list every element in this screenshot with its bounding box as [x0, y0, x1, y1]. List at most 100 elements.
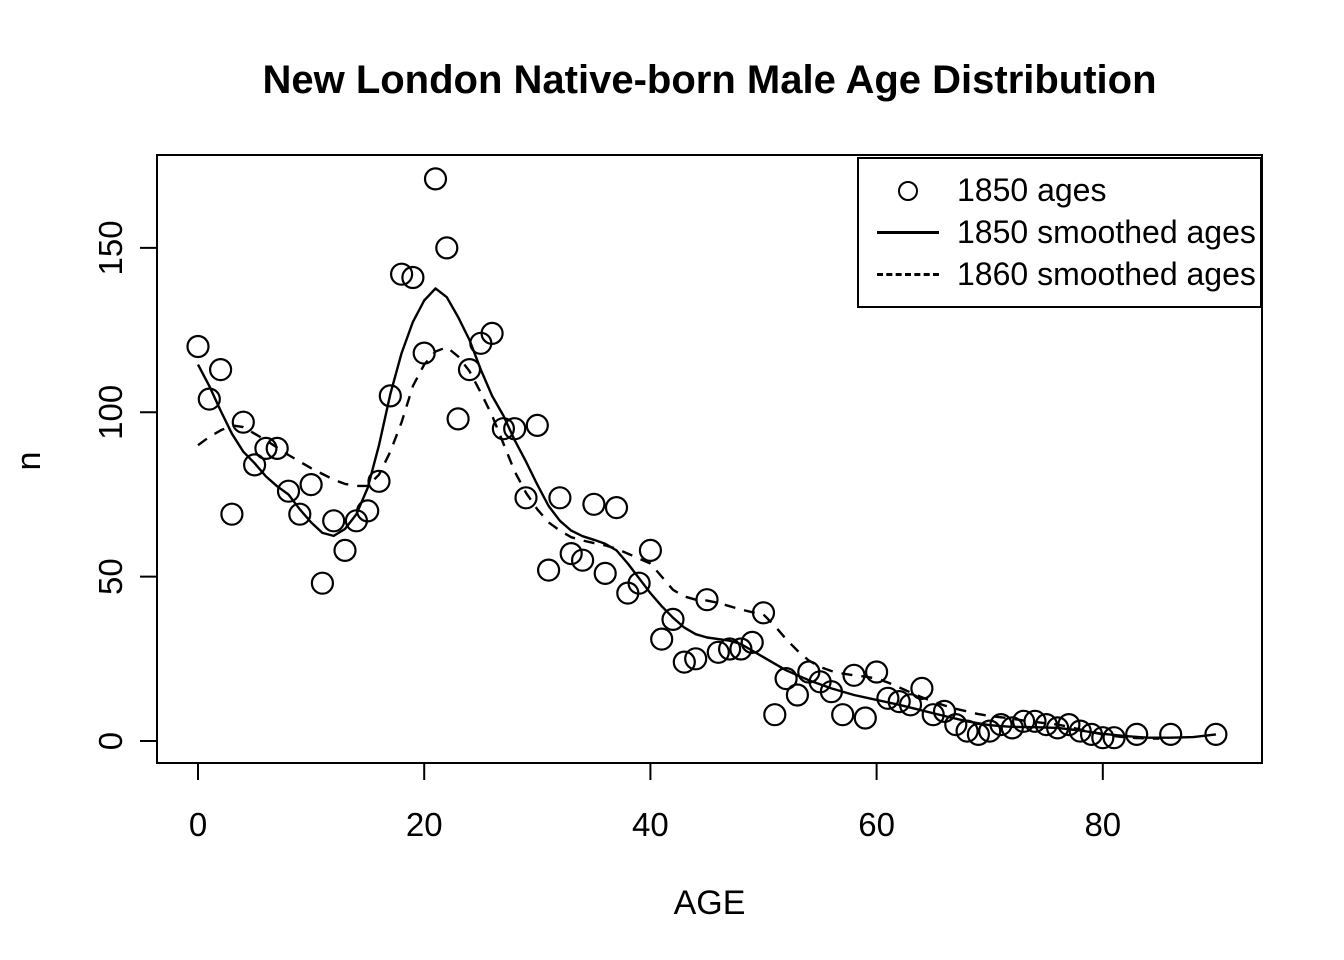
scatter-point [491, 417, 515, 441]
scatter-point [819, 680, 844, 704]
scatter-point [288, 502, 312, 526]
legend-label: 1850 smoothed ages [957, 214, 1256, 250]
scatter-point [842, 663, 866, 687]
legend-label: 1850 ages [957, 172, 1107, 208]
y-axis-label: n [10, 451, 48, 471]
scatter-point [706, 640, 730, 664]
scatter-point [966, 722, 991, 747]
y-tick-label: 50 [92, 558, 129, 595]
chart-title: New London Native-born Male Age Distribu… [262, 58, 1157, 102]
y-tick-label: 150 [92, 220, 129, 275]
scatter-point [435, 236, 459, 260]
scatter-point [932, 699, 957, 724]
scatter-point [1034, 712, 1058, 737]
scatter-point [310, 571, 334, 595]
scatter-point [378, 384, 402, 408]
scatter-point [864, 660, 889, 684]
y-tick-label: 100 [92, 385, 129, 440]
legend-marker-dashed-line-icon [859, 273, 957, 276]
x-tick-label: 80 [1084, 806, 1121, 843]
scatter-point [1204, 722, 1228, 747]
x-tick-label: 20 [406, 806, 443, 843]
scatter-point [1091, 726, 1115, 750]
scatter-point [717, 637, 742, 661]
scatter-point [559, 541, 583, 566]
scatter-point [1125, 722, 1149, 747]
scatter-point [333, 538, 357, 563]
scatter-point [1023, 709, 1047, 733]
scatter-point [1011, 709, 1036, 733]
scatter-point [684, 647, 708, 671]
scatter-point [1000, 716, 1024, 740]
x-tick-label: 0 [189, 806, 207, 843]
scatter-point [220, 502, 244, 526]
scatter-point [831, 703, 855, 727]
scatter-point [525, 413, 549, 437]
scatter-point [254, 436, 278, 460]
scatter-point [401, 265, 425, 290]
scatter-point [243, 453, 267, 477]
scatter-point [356, 499, 380, 523]
x-tick-label: 60 [858, 806, 895, 843]
legend-row: 1860 smoothed ages [859, 254, 1260, 296]
scatter-point [1068, 719, 1092, 743]
scatter-point [446, 407, 470, 431]
x-tick-label: 40 [632, 806, 669, 843]
scatter-point [367, 469, 391, 493]
scatter-point [910, 676, 934, 701]
scatter-point [729, 637, 753, 661]
scatter-point [231, 410, 255, 434]
scatter-point [299, 473, 323, 497]
legend-box: 1850 ages 1850 smoothed ages 1860 smooth… [857, 157, 1262, 308]
scatter-point [514, 486, 538, 510]
curve-1860-smoothed [197, 346, 1160, 740]
scatter-point [209, 358, 233, 382]
scatter-point [480, 321, 504, 345]
scatter-point [853, 706, 877, 730]
scatter-point [661, 607, 685, 632]
scatter-point [186, 334, 210, 359]
legend-row: 1850 ages [859, 170, 1260, 212]
legend-marker-solid-line-icon [859, 231, 957, 234]
scatter-point [412, 341, 436, 365]
scatter-point [390, 262, 414, 286]
scatter-point [876, 686, 900, 710]
scatter-point [570, 548, 595, 572]
scatter-point [593, 561, 617, 586]
scatter-point [763, 703, 787, 727]
scatter-point [1057, 712, 1081, 737]
scatter-point [1045, 716, 1070, 740]
scatter-point [197, 387, 221, 411]
legend-marker-open-circle-icon [859, 180, 957, 201]
scatter-point [503, 417, 527, 441]
x-axis-label: AGE [673, 884, 746, 922]
scatter-point [955, 719, 979, 743]
scatter-point [638, 538, 663, 563]
scatter-point [695, 588, 719, 612]
y-tick-label: 0 [92, 732, 129, 750]
scatter-point [423, 167, 448, 191]
scatter-point [989, 712, 1013, 737]
scatter-point [785, 683, 810, 707]
scatter-point [265, 436, 289, 460]
scatter-point [536, 558, 561, 582]
scatter-point [978, 719, 1002, 743]
scatter-point [582, 492, 606, 516]
scatter-point [740, 630, 764, 655]
scatter-point [627, 571, 651, 595]
scatter-point [650, 627, 674, 651]
scatter-point [944, 712, 968, 737]
scatter-point [457, 358, 482, 382]
scatter-point [774, 666, 798, 691]
scatter-point [322, 509, 346, 533]
scatter-point [1102, 726, 1126, 750]
scatter-point [1079, 722, 1104, 747]
scatter-point [276, 479, 301, 503]
scatter-point [921, 703, 945, 727]
scatter-point [604, 496, 629, 520]
scatter-point [1159, 722, 1183, 747]
scatter-point [751, 601, 776, 625]
legend-row: 1850 smoothed ages [859, 212, 1260, 254]
